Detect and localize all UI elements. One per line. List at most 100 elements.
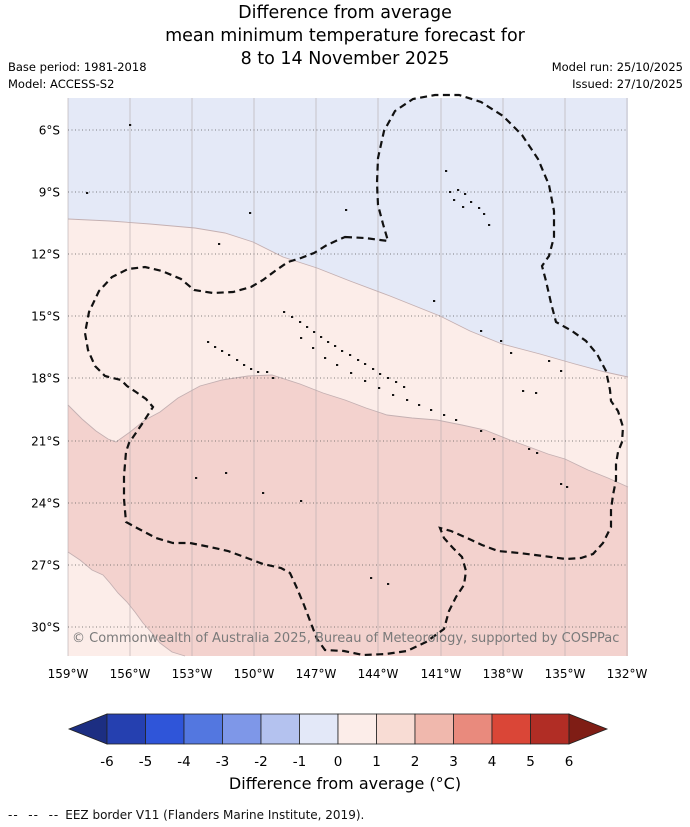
colorbar-tick-label: 2 — [411, 754, 420, 770]
island-marker — [336, 364, 339, 366]
colorbar-cell — [530, 713, 570, 745]
island-marker — [228, 354, 231, 356]
island-marker — [403, 386, 406, 388]
island-marker — [488, 224, 491, 226]
island-marker — [262, 492, 265, 494]
island-marker — [225, 472, 228, 474]
island-marker — [341, 350, 344, 352]
lat-tick-label: 15°S — [31, 310, 60, 324]
colorbar-cell — [376, 713, 416, 745]
island-marker — [364, 380, 367, 382]
temperature-difference-bands — [68, 98, 628, 656]
colorbar-tick-label: -6 — [100, 754, 113, 770]
colorbar-cell — [414, 713, 454, 745]
island-marker — [535, 392, 538, 394]
island-marker — [299, 321, 302, 323]
island-marker — [522, 390, 525, 392]
island-marker — [320, 336, 323, 338]
eez-footnote-text: EEZ border V11 (Flanders Marine Institut… — [65, 808, 365, 822]
island-marker — [480, 330, 483, 332]
colorbar-left-arrow — [67, 713, 108, 745]
colorbar-tick-label: -4 — [177, 754, 190, 770]
colorbar-cell — [299, 713, 339, 745]
lon-tick-label: 132°W — [607, 667, 648, 681]
colorbar-tick-labels: -6 -5 -4 -3 -2 -1 0 1 2 3 4 5 6 — [100, 754, 573, 770]
colorbar-cell — [222, 713, 262, 745]
island-marker — [312, 347, 315, 349]
lon-tick-label: 150°W — [234, 667, 275, 681]
lon-tick-label: 144°W — [358, 667, 399, 681]
island-marker — [378, 387, 381, 389]
base-period-text: Base period: 1981-2018 — [8, 60, 147, 74]
contour-edge — [67, 374, 629, 488]
longitude-tick-labels: 159°W 156°W 153°W 150°W 147°W 144°W 141°W 138°W… — [48, 667, 648, 681]
contour-edge — [67, 551, 186, 657]
island-marker — [214, 346, 217, 348]
island-marker — [566, 486, 569, 488]
island-marker — [493, 438, 496, 440]
island-marker — [207, 341, 210, 343]
island-marker — [291, 316, 294, 318]
island-marker — [249, 212, 252, 214]
colorbar-tick-label: 6 — [565, 754, 574, 770]
colorbar-tick-label: -2 — [254, 754, 267, 770]
island-marker — [560, 483, 563, 485]
model-run-text: Model run: 25/10/2025 — [551, 60, 683, 74]
island-marker — [470, 201, 473, 203]
island-marker — [392, 394, 395, 396]
lat-tick-label: 18°S — [31, 372, 60, 386]
island-marker — [349, 354, 352, 356]
island-marker — [433, 300, 436, 302]
title-line-2: mean minimum temperature forecast for — [165, 26, 525, 46]
island-marker — [548, 360, 551, 362]
island-marker — [457, 189, 460, 191]
island-marker — [306, 326, 309, 328]
colorbar-cell — [491, 713, 531, 745]
island-marker — [86, 192, 89, 194]
colorbar-tick-label: 1 — [372, 754, 381, 770]
lat-tick-label: 9°S — [39, 186, 60, 200]
latitude-tick-labels: 6°S 9°S 12°S 15°S 18°S 21°S 24°S 27°S 30°S — [31, 124, 60, 635]
island-marker — [243, 364, 246, 366]
island-marker — [395, 381, 398, 383]
lon-tick-label: 159°W — [48, 667, 89, 681]
island-marker — [345, 209, 348, 211]
island-marker — [370, 577, 373, 579]
colorbar-tick-label: -5 — [139, 754, 152, 770]
contour-edge — [67, 218, 629, 378]
island-marker — [536, 452, 539, 454]
island-marker — [560, 370, 563, 372]
eez-dash-sample: -- -- -- — [8, 808, 60, 822]
colorbar-tick-label: 4 — [488, 754, 497, 770]
copyright-text: © Commonwealth of Australia 2025, Bureau… — [72, 631, 619, 646]
island-marker — [464, 193, 467, 195]
title-line-3: 8 to 14 November 2025 — [240, 49, 450, 69]
lon-tick-label: 147°W — [296, 667, 337, 681]
colorbar-cell — [453, 713, 493, 745]
lon-tick-label: 156°W — [110, 667, 151, 681]
island-marker — [250, 368, 253, 370]
eez-border-path — [83, 93, 625, 657]
lon-tick-label: 135°W — [545, 667, 586, 681]
island-marker — [313, 331, 316, 333]
colorbar-tick-label: 3 — [449, 754, 458, 770]
island-marker — [300, 337, 303, 339]
island-marker — [449, 191, 452, 193]
island-marker — [272, 377, 275, 379]
colorbar-tick-label: -3 — [216, 754, 229, 770]
island-marker — [478, 207, 481, 209]
island-marker — [221, 350, 224, 352]
band-band_1_2 — [68, 375, 628, 656]
colorbar-tick-label: 0 — [334, 754, 343, 770]
colorbar-cell — [337, 713, 377, 745]
island-marker — [129, 124, 132, 126]
island-marker — [480, 430, 483, 432]
colorbar-cell — [260, 713, 300, 745]
eez-footnote: -- -- -- EEZ border V11 (Flanders Marine … — [8, 808, 364, 822]
colorbar-cell — [145, 713, 185, 745]
model-text: Model: ACCESS-S2 — [8, 77, 115, 91]
island-marker — [418, 404, 421, 406]
colorbar-cell — [106, 713, 146, 745]
